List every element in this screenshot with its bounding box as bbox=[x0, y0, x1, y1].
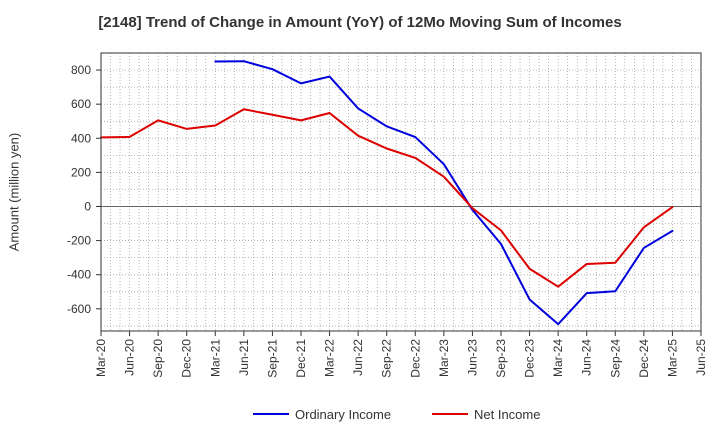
x-tick-label: Sep-22 bbox=[380, 339, 394, 378]
y-tick-label: -400 bbox=[67, 268, 91, 282]
x-tick-label: Sep-20 bbox=[151, 339, 165, 378]
x-tick-label: Mar-20 bbox=[94, 339, 108, 377]
x-tick-label: Dec-24 bbox=[637, 339, 651, 378]
series-line-ordinary-income bbox=[214, 60, 674, 326]
y-tick-label: -200 bbox=[67, 234, 91, 248]
x-tick-label: Mar-21 bbox=[208, 339, 222, 377]
grid-layer bbox=[100, 52, 702, 331]
x-tick-label: Jun-20 bbox=[123, 339, 137, 376]
legend-label: Net Income bbox=[474, 407, 540, 422]
y-tick-label: -600 bbox=[67, 302, 91, 316]
x-tick-label: Dec-20 bbox=[180, 339, 194, 378]
y-tick-label: 400 bbox=[71, 131, 91, 145]
x-tick-label: Mar-22 bbox=[323, 339, 337, 377]
x-tick-label: Dec-23 bbox=[523, 339, 537, 378]
x-tick-label: Sep-23 bbox=[494, 339, 508, 378]
x-tick-label: Mar-23 bbox=[437, 339, 451, 377]
x-tick-label: Jun-21 bbox=[237, 339, 251, 376]
x-tick-label: Mar-25 bbox=[665, 339, 679, 377]
x-tick-label: Sep-21 bbox=[265, 339, 279, 378]
x-tick-label: Jun-25 bbox=[694, 339, 708, 376]
x-tick-label: Jun-23 bbox=[465, 339, 479, 376]
y-tick-label: 0 bbox=[84, 199, 91, 213]
x-tick-label: Sep-24 bbox=[608, 339, 622, 378]
legend: Ordinary Income Net Income bbox=[253, 407, 540, 422]
x-tick-label: Dec-22 bbox=[408, 339, 422, 378]
legend-label: Ordinary Income bbox=[295, 407, 391, 422]
x-tick-label: Dec-21 bbox=[294, 339, 308, 378]
series-line-net-income bbox=[100, 108, 674, 288]
plot-frame bbox=[100, 52, 702, 332]
series-layer bbox=[100, 60, 674, 326]
axis-layer: -600 -400 -200 0 200 400 600 800 Mar-20 Jun-20 Sep… bbox=[67, 52, 708, 378]
y-tick-label: 200 bbox=[71, 165, 91, 179]
y-tick-label: 800 bbox=[71, 63, 91, 77]
x-tick-label: Jun-22 bbox=[351, 339, 365, 376]
x-tick-label: Jun-24 bbox=[580, 339, 594, 376]
y-tick-label: 600 bbox=[71, 97, 91, 111]
x-tick-label: Mar-24 bbox=[551, 339, 565, 377]
chart-title: [2148] Trend of Change in Amount (YoY) o… bbox=[98, 14, 622, 31]
